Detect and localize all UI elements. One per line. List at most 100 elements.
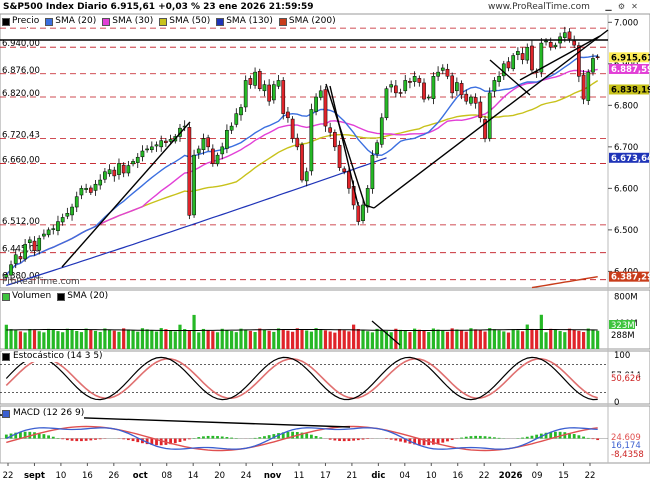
price-swatch [2,17,10,26]
minimize-icon[interactable]: ▁ [605,2,612,11]
candle-body [426,96,431,99]
x-tick-label: 08 [161,471,172,481]
candle-body [337,144,342,168]
macd-hist-bar [216,436,219,439]
macd-hist-bar [159,438,163,446]
volume-bar [478,330,482,349]
volume-bar [28,329,32,349]
candle-body [384,88,389,119]
volume-bar [342,330,346,349]
candle-body [530,45,534,71]
volume-bar [436,329,440,349]
price-badge-label: 6.887,59 [611,65,650,75]
volume-bar [441,330,445,349]
macd-hist-bar [202,436,205,439]
candle-body [365,188,370,208]
macd-hist-bar [483,436,487,439]
candle-body [234,113,239,125]
candle-body [229,125,234,131]
volume-legend-item[interactable]: Volumen [2,291,54,302]
x-tick-label: 22 [479,471,490,481]
volume-badge [609,330,635,339]
volume-bar [535,330,539,349]
volume-bar [366,331,370,349]
volume-bar [107,329,112,349]
price-legend-item[interactable]: SMA (20) [45,16,99,27]
price-badge [609,84,649,95]
candle-body [145,148,149,151]
volume-bar [577,330,581,349]
x-tick-label: 14 [188,471,199,481]
volume-bar [520,331,525,349]
macd-hist-bar [169,438,172,445]
candle-body [497,76,501,82]
volume-bar [122,328,126,349]
candle-body [595,56,600,59]
price-legend-label: SMA (20) [55,16,97,26]
volume-bar [586,328,590,349]
price-legend-item[interactable]: SMA (130) [216,16,276,27]
candle-body [314,96,318,112]
candle-body [107,169,112,175]
candle-body [27,239,32,243]
price-legend-item[interactable]: Precio [2,16,42,27]
candle-body [149,146,154,151]
macd-hist-bar [253,437,257,439]
candle-body [168,139,173,142]
candle-body [56,221,60,231]
candle-body [389,84,394,88]
candle-body [304,171,309,182]
volume-bar [309,331,313,349]
macd-hist-bar [554,431,557,439]
volume-bar [89,329,93,349]
volume-bar [539,314,543,349]
price-swatch [216,17,225,26]
x-tick-label: 09 [532,471,543,481]
candle-body [225,129,229,149]
macd-hist-bar [267,435,271,439]
macd-hist-bar [145,438,149,445]
volume-legend: Volumen SMA (20) [2,291,112,302]
volume-bar [75,330,79,349]
macd-badge [609,440,645,449]
sma200-line [531,276,598,289]
macd-hist-bar [328,438,332,440]
x-tick-label: 11 [294,471,305,481]
volume-bar [530,328,534,349]
price-tick-label: 7.000 [614,18,638,28]
volume-bar [384,331,389,349]
volume-bar [567,328,572,349]
candle-body [295,137,300,148]
macd-badge [609,449,645,458]
price-swatch [102,17,111,26]
candle-body [539,42,544,73]
trendline [364,204,375,209]
candle-body [586,71,591,102]
volume-bar [173,331,177,349]
macd-label: MACD (12 26 9) [13,408,85,418]
macd-badge-label: -8,4358 [611,450,644,460]
macd-hist-bar [572,434,576,439]
volume-bar [164,329,168,349]
volume-bar [84,328,88,349]
candle-body [37,237,42,251]
macd-hist-bar [436,438,440,444]
macd-hist-bar [394,438,398,441]
macd-hist-bar [314,436,318,439]
volume-legend-item[interactable]: SMA (20) [57,291,111,302]
macd-hist-bar [530,435,534,439]
volume-bar [145,329,149,349]
volume-bar [150,330,154,349]
macd-hist-bar [544,432,548,439]
price-legend-item[interactable]: SMA (30) [102,16,156,27]
trendline [325,83,366,206]
settings-icon[interactable]: ⚙ [617,2,626,11]
price-legend-item[interactable]: SMA (50) [159,16,213,27]
x-tick-label: 24 [241,471,252,481]
price-legend-item[interactable]: SMA (200) [278,16,339,27]
volume-bar [98,331,102,349]
volume-bar [352,324,356,349]
close-icon[interactable]: ✕ [631,2,638,11]
candle-body [511,55,516,70]
